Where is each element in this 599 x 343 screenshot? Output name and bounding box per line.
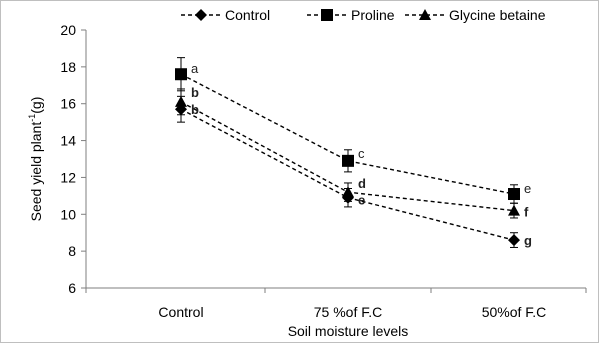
axes: 6 8 10 12 14 16 18 20 Control 75 %of F.C 50%of F.… <box>60 22 587 320</box>
x-tick-label: 50%of F.C <box>482 304 547 320</box>
legend-item-control: Control <box>181 7 270 23</box>
significance-letter-proline: c <box>358 146 365 161</box>
data-point-glycine-betaine <box>342 186 354 198</box>
y-axis-title-main: Seed yield plant <box>28 122 44 222</box>
y-ticks: 6 8 10 12 14 16 18 20 <box>60 22 86 296</box>
data-point-proline <box>342 154 354 167</box>
y-tick-label: 6 <box>68 280 76 296</box>
x-tick-label: 75 %of F.C <box>314 304 382 320</box>
legend: Control Proline Glycine betaine <box>181 7 546 23</box>
legend-marker <box>321 9 333 21</box>
y-axis-title-unit: (g) <box>28 97 44 114</box>
data-point-control <box>508 234 520 247</box>
data-point-proline <box>175 68 187 81</box>
significance-letter-proline: a <box>191 61 199 76</box>
significance-letters: b e g a c e b d f <box>191 61 532 248</box>
error-bars <box>177 57 518 248</box>
significance-letter-control: b <box>191 102 199 117</box>
legend-label: Proline <box>351 7 395 23</box>
data-point-glycine-betaine <box>175 95 187 107</box>
significance-letter-control: e <box>358 193 365 208</box>
legend-marker <box>195 9 207 21</box>
x-ticks: Control 75 %of F.C 50%of F.C <box>85 288 587 320</box>
y-tick-label: 14 <box>60 133 76 149</box>
markers <box>175 68 520 247</box>
legend-item-proline: Proline <box>307 7 395 23</box>
y-tick-label: 8 <box>68 243 76 259</box>
y-axis-title-superscript: -1 <box>27 114 37 122</box>
legend-label: Glycine betaine <box>449 7 546 23</box>
significance-letter-glycine-betaine: b <box>191 85 199 100</box>
y-tick-label: 12 <box>60 169 76 185</box>
significance-letter-glycine-betaine: f <box>524 205 529 220</box>
x-tick-label: Control <box>158 304 203 320</box>
series-line-proline <box>180 73 515 195</box>
y-axis-title: Seed yield plant-1(g) <box>27 97 44 222</box>
y-tick-label: 20 <box>60 22 76 38</box>
y-tick-label: 16 <box>60 96 76 112</box>
data-point-glycine-betaine <box>508 204 520 216</box>
legend-label: Control <box>225 7 270 23</box>
data-point-proline <box>508 188 520 201</box>
significance-letter-proline: e <box>524 181 531 196</box>
y-tick-label: 18 <box>60 59 76 75</box>
x-axis-title: Soil moisture levels <box>288 323 409 339</box>
significance-letter-control: g <box>524 233 532 248</box>
y-tick-label: 10 <box>60 206 76 222</box>
legend-item-glycine-betaine: Glycine betaine <box>405 7 546 23</box>
legend-marker <box>419 9 431 20</box>
series-line-control <box>180 108 515 241</box>
significance-letter-glycine-betaine: d <box>358 176 366 191</box>
